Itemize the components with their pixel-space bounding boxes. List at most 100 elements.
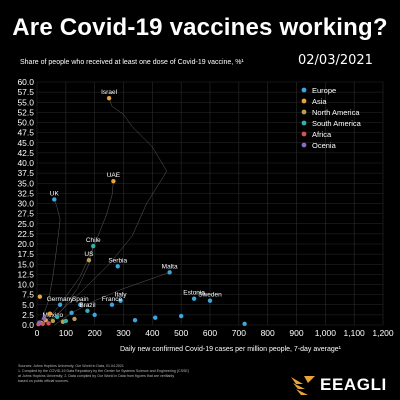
y-tick-label: 30.0 — [17, 199, 34, 209]
legend-marker — [301, 120, 307, 126]
brand-name: EEAGLI — [320, 375, 387, 394]
y-tick-label: 42.5 — [17, 148, 34, 158]
y-tick-label: 40.0 — [17, 158, 34, 168]
y-tick-label: 17.5 — [17, 249, 34, 259]
data-label: Malta — [162, 263, 178, 270]
data-point — [69, 310, 74, 316]
series-trail — [38, 199, 61, 326]
legend-label: North America — [312, 108, 360, 117]
x-tick-label: 300 — [116, 328, 130, 338]
data-point — [47, 311, 53, 316]
x-tick-label: 1,200 — [372, 328, 394, 338]
data-label: US — [84, 251, 94, 258]
brand-logo: EEAGLI — [290, 372, 390, 398]
data-label: Mexico — [43, 312, 64, 319]
x-tick-label: 1,100 — [344, 328, 366, 338]
y-tick-label: 7.5 — [22, 290, 34, 300]
data-label: Spain — [72, 296, 89, 303]
sources-line: based on public official sources. — [18, 379, 69, 383]
series-trail — [42, 181, 114, 326]
legend-label: Ocenia — [312, 141, 337, 150]
x-tick-label: 1,000 — [315, 328, 337, 338]
data-label: Italy — [115, 292, 128, 299]
y-tick-label: 52.5 — [17, 107, 34, 117]
data-point — [109, 302, 115, 307]
sources-line: 1. Compiled by the COVID-19 Data Reposit… — [18, 369, 189, 373]
data-point — [191, 296, 197, 301]
chart-subtitle: Share of people who received at least on… — [20, 59, 244, 66]
data-point — [57, 302, 63, 307]
data-point — [115, 264, 120, 269]
data-point — [207, 298, 213, 303]
legend-label: Asia — [312, 97, 327, 106]
x-tick-label: 0 — [35, 328, 40, 338]
legend-label: Africa — [312, 130, 332, 139]
legend-marker — [301, 142, 307, 148]
data-point — [54, 314, 60, 320]
y-tick-label: 0.0 — [22, 320, 34, 330]
data-point — [92, 312, 97, 318]
y-tick-label: 10.0 — [17, 280, 34, 290]
series-trail — [39, 98, 168, 326]
x-tick-label: 700 — [232, 328, 246, 338]
y-tick-label: 12.5 — [17, 269, 34, 279]
x-tick-label: 400 — [145, 328, 159, 338]
series-trail — [54, 272, 170, 326]
x-tick-label: 600 — [203, 328, 217, 338]
y-tick-label: 37.5 — [17, 168, 34, 178]
data-point — [40, 321, 45, 326]
data-label: France — [102, 296, 123, 303]
legend-marker — [301, 131, 307, 137]
y-tick-label: 55.0 — [17, 97, 34, 107]
sources-line: at Johns Hopkins University; 2. Data com… — [18, 374, 175, 378]
legend-label: Europe — [312, 86, 336, 95]
data-point — [78, 302, 83, 307]
chart-date: 02/03/2021 — [298, 53, 373, 68]
legend-marker — [301, 87, 307, 93]
data-point — [132, 317, 138, 323]
y-tick-label: 25.0 — [17, 219, 34, 229]
y-tick-label: 5.0 — [22, 300, 34, 310]
data-label: Israel — [101, 89, 117, 96]
data-point — [50, 318, 56, 324]
data-label: UAE — [107, 172, 121, 179]
data-point — [85, 308, 90, 314]
data-point — [37, 320, 42, 325]
chart-title: Are Covid-19 vaccines working? — [12, 14, 388, 41]
data-point — [153, 315, 158, 320]
data-label: Brazil — [79, 302, 96, 309]
y-tick-label: 47.5 — [17, 128, 34, 138]
y-tick-label: 27.5 — [17, 209, 34, 219]
series-trail — [48, 245, 94, 326]
data-label: UK — [50, 190, 60, 197]
data-point — [91, 243, 96, 249]
data-point — [42, 316, 47, 321]
eagle-icon — [291, 376, 315, 395]
x-tick-label: 200 — [88, 328, 102, 338]
data-point — [111, 179, 116, 184]
x-tick-label: 800 — [261, 328, 275, 338]
y-tick-label: 45.0 — [17, 138, 34, 148]
y-tick-label: 60.0 — [17, 77, 34, 87]
data-point — [63, 318, 69, 324]
y-tick-label: 32.5 — [17, 188, 34, 198]
data-point — [72, 316, 77, 322]
data-label: Germany — [47, 296, 74, 303]
data-point — [242, 321, 247, 326]
data-point — [86, 258, 92, 263]
x-axis-label: Daily new confirmed Covid-19 cases per m… — [120, 346, 341, 353]
data-point — [167, 270, 172, 275]
data-label: Sweden — [198, 292, 222, 299]
data-label: Serbia — [108, 257, 127, 264]
y-tick-label: 50.0 — [17, 118, 34, 128]
legend-marker — [301, 98, 307, 104]
legend-marker — [301, 109, 307, 115]
sources-note: Sources: Johns Hopkins University, Our W… — [18, 364, 288, 384]
x-tick-label: 900 — [289, 328, 303, 338]
x-tick-label: 100 — [59, 328, 73, 338]
data-point — [52, 197, 57, 202]
y-tick-label: 20.0 — [17, 239, 34, 249]
y-tick-label: 2.5 — [22, 310, 34, 320]
legend-label: South America — [312, 119, 362, 128]
data-point — [37, 294, 43, 299]
